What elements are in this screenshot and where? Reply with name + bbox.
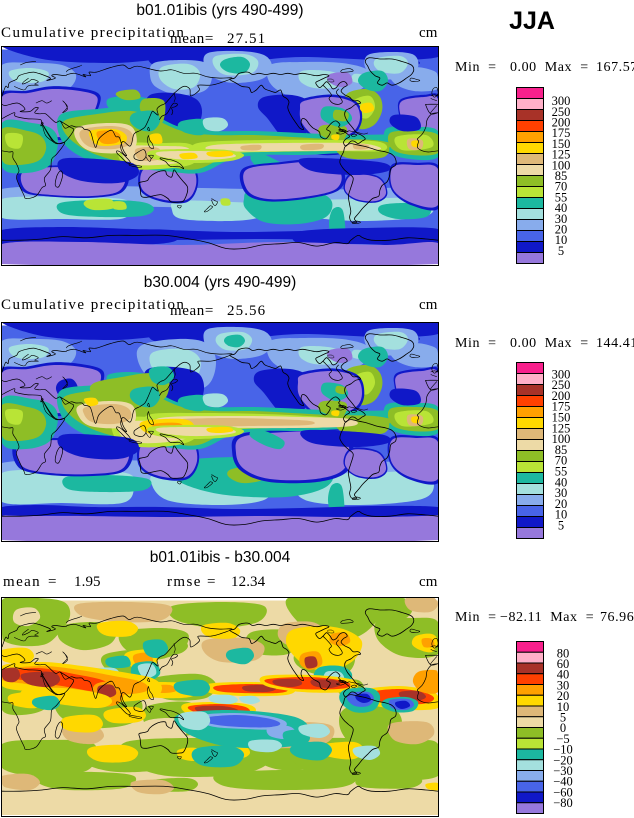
- svg-text:85: 85: [555, 443, 568, 457]
- svg-text:5: 5: [560, 711, 566, 725]
- svg-text:300: 300: [552, 94, 571, 108]
- svg-text:80: 80: [557, 646, 570, 660]
- svg-text:250: 250: [552, 105, 571, 119]
- svg-text:40: 40: [557, 668, 570, 682]
- svg-text:30: 30: [555, 212, 568, 226]
- svg-text:10: 10: [557, 700, 570, 714]
- svg-text:40: 40: [555, 201, 568, 215]
- svg-text:20: 20: [555, 223, 568, 237]
- svg-text:175: 175: [552, 126, 571, 140]
- svg-text:55: 55: [555, 190, 568, 204]
- svg-text:55: 55: [555, 465, 568, 479]
- svg-text:200: 200: [552, 389, 571, 403]
- svg-text:150: 150: [552, 411, 571, 425]
- svg-text:125: 125: [552, 421, 571, 435]
- svg-text:150: 150: [552, 137, 571, 151]
- svg-text:−20: −20: [553, 753, 573, 767]
- svg-text:100: 100: [552, 158, 571, 172]
- svg-text:−60: −60: [553, 785, 573, 799]
- svg-text:125: 125: [552, 148, 571, 162]
- svg-text:0: 0: [560, 721, 566, 735]
- svg-text:85: 85: [555, 169, 568, 183]
- svg-text:40: 40: [555, 475, 568, 489]
- svg-text:−40: −40: [553, 775, 573, 789]
- svg-text:30: 30: [555, 486, 568, 500]
- svg-text:100: 100: [552, 432, 571, 446]
- svg-text:70: 70: [555, 454, 568, 468]
- svg-text:20: 20: [555, 497, 568, 511]
- svg-text:200: 200: [552, 116, 571, 130]
- svg-text:−5: −5: [556, 732, 569, 746]
- svg-text:−10: −10: [553, 743, 573, 757]
- svg-text:5: 5: [558, 244, 564, 258]
- svg-text:30: 30: [557, 678, 570, 692]
- svg-text:175: 175: [552, 400, 571, 414]
- svg-text:10: 10: [555, 233, 568, 247]
- svg-text:5: 5: [558, 519, 564, 533]
- svg-text:250: 250: [552, 378, 571, 392]
- svg-text:−80: −80: [553, 796, 573, 810]
- svg-text:70: 70: [555, 180, 568, 194]
- svg-text:300: 300: [552, 367, 571, 381]
- svg-text:10: 10: [555, 508, 568, 522]
- svg-text:−30: −30: [553, 764, 573, 778]
- svg-text:20: 20: [557, 689, 570, 703]
- svg-text:60: 60: [557, 657, 570, 671]
